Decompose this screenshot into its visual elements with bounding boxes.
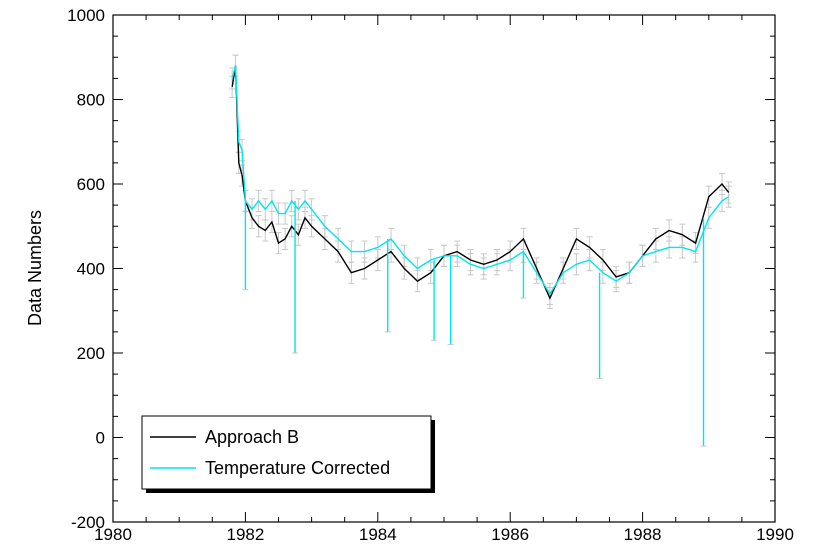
y-tick-label: -200 [71,513,105,532]
y-tick-label: 600 [77,175,105,194]
x-tick-label: 1984 [359,525,397,544]
series-layer [231,65,730,300]
y-tick-label: 1000 [67,6,105,25]
x-tick-label: 1988 [624,525,662,544]
tick-layer: 1980 1982 1984 1986 1988 1990 -200 0 200 400 600 80… [67,6,794,544]
x-tick-label: 1986 [491,525,529,544]
y-tick-label: 400 [77,260,105,279]
x-tick-label: 1980 [94,525,132,544]
legend-label-approach-b: Approach B [205,427,299,447]
x-tick-label: 1982 [226,525,264,544]
y-tick-label: 0 [96,429,105,448]
series-line-temperature-corrected [231,65,730,296]
y-tick-label: 800 [77,91,105,110]
x-tick-label: 1990 [756,525,794,544]
y-tick-label: 200 [77,344,105,363]
legend-label-temperature-corrected: Temperature Corrected [205,458,390,478]
legend: Approach B Temperature Corrected [141,415,435,493]
spike-layer [242,200,707,447]
y-axis-title: Data Numbers [25,210,45,326]
legend-box [141,415,432,490]
